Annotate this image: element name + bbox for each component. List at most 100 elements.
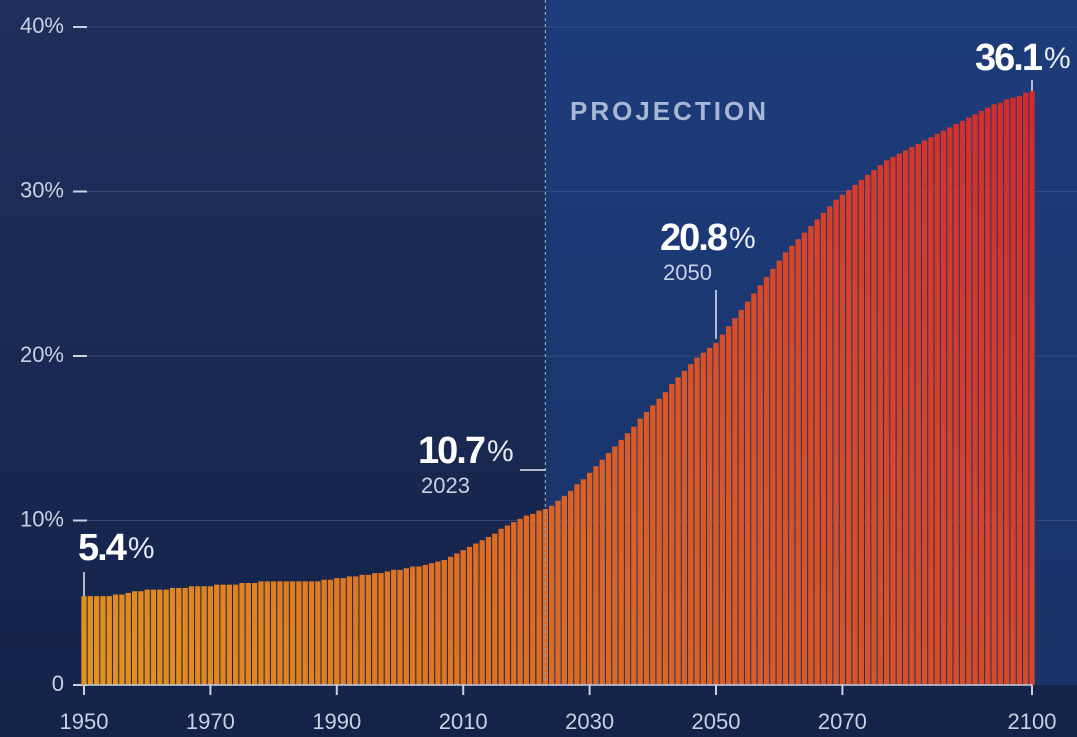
x-tick-label: 2050 xyxy=(692,709,741,734)
bar xyxy=(176,588,181,685)
bar xyxy=(498,529,503,685)
bar xyxy=(340,578,345,685)
bar xyxy=(922,141,927,685)
annotation-value: 36.1 xyxy=(975,37,1043,79)
bar xyxy=(638,419,643,685)
bar xyxy=(271,581,276,685)
bar xyxy=(852,185,857,685)
annotation-unit: % xyxy=(1044,42,1071,75)
bar xyxy=(511,522,516,685)
bar xyxy=(284,581,289,685)
bar xyxy=(416,567,421,685)
bar xyxy=(410,567,415,685)
bar xyxy=(429,563,434,685)
bar xyxy=(530,514,535,685)
bar xyxy=(682,371,687,685)
bar xyxy=(397,570,402,685)
bar xyxy=(138,591,143,685)
bar xyxy=(890,157,895,685)
bar xyxy=(789,246,794,685)
x-tick-label: 1950 xyxy=(60,709,109,734)
bar xyxy=(568,491,573,685)
bar xyxy=(650,405,655,685)
bar xyxy=(290,581,295,685)
bar xyxy=(265,581,270,685)
bar xyxy=(1004,99,1009,685)
bar xyxy=(208,586,213,685)
bar xyxy=(916,144,921,685)
bar xyxy=(94,596,99,685)
bar xyxy=(214,585,219,685)
bar xyxy=(119,595,124,685)
bar xyxy=(909,147,914,685)
bar xyxy=(303,581,308,685)
bar xyxy=(220,585,225,685)
annotation-year: 2023 xyxy=(421,473,470,498)
bar xyxy=(435,562,440,685)
annotation-value: 20.8 xyxy=(660,217,727,259)
bar xyxy=(726,326,731,685)
bar xyxy=(694,358,699,685)
bar xyxy=(612,446,617,685)
bar xyxy=(107,596,112,685)
bar xyxy=(960,121,965,685)
x-tick-label: 2070 xyxy=(818,709,867,734)
bar xyxy=(770,269,775,685)
bar xyxy=(619,440,624,685)
bar xyxy=(972,114,977,685)
bar xyxy=(100,596,105,685)
x-tick-label: 2010 xyxy=(439,709,488,734)
bar xyxy=(600,460,605,685)
bar xyxy=(372,573,377,685)
bar xyxy=(732,318,737,685)
y-tick-label: 10% xyxy=(20,506,64,531)
bar xyxy=(625,433,630,685)
bar xyxy=(865,175,870,685)
bar xyxy=(315,581,320,685)
bar xyxy=(935,134,940,685)
bar xyxy=(473,544,478,685)
bar xyxy=(492,534,497,685)
bar xyxy=(366,575,371,685)
bar xyxy=(720,335,725,685)
bar xyxy=(378,573,383,685)
x-tick-label: 1970 xyxy=(186,709,235,734)
bar xyxy=(871,170,876,685)
bar xyxy=(713,343,718,685)
annotation-unit: % xyxy=(487,435,514,468)
bar xyxy=(808,226,813,685)
bar xyxy=(814,219,819,685)
bar xyxy=(777,261,782,685)
bar xyxy=(448,557,453,685)
bar xyxy=(524,516,529,685)
bar xyxy=(145,590,150,685)
bar xyxy=(536,511,541,685)
bar xyxy=(644,412,649,685)
annotation: 5.4% xyxy=(78,527,155,569)
bar xyxy=(878,165,883,685)
bar xyxy=(182,588,187,685)
bar xyxy=(442,560,447,685)
bar xyxy=(258,581,263,685)
bar xyxy=(189,586,194,685)
bar xyxy=(884,160,889,685)
y-tick-label: 40% xyxy=(20,13,64,38)
bar xyxy=(739,310,744,685)
x-tick-label: 1990 xyxy=(312,709,361,734)
bar xyxy=(947,127,952,685)
bar xyxy=(334,578,339,685)
bar xyxy=(454,553,459,685)
annotation-value: 5.4 xyxy=(78,527,127,569)
bar xyxy=(195,586,200,685)
bar xyxy=(517,519,522,685)
projection-label: PROJECTION xyxy=(570,96,769,126)
annotation: 10.7% xyxy=(418,430,514,472)
bar xyxy=(846,190,851,685)
bar xyxy=(796,239,801,685)
bar xyxy=(631,427,636,685)
bar xyxy=(164,590,169,685)
bar xyxy=(562,496,567,685)
bar xyxy=(404,568,409,685)
bar xyxy=(239,583,244,685)
annotation-unit: % xyxy=(729,222,756,255)
